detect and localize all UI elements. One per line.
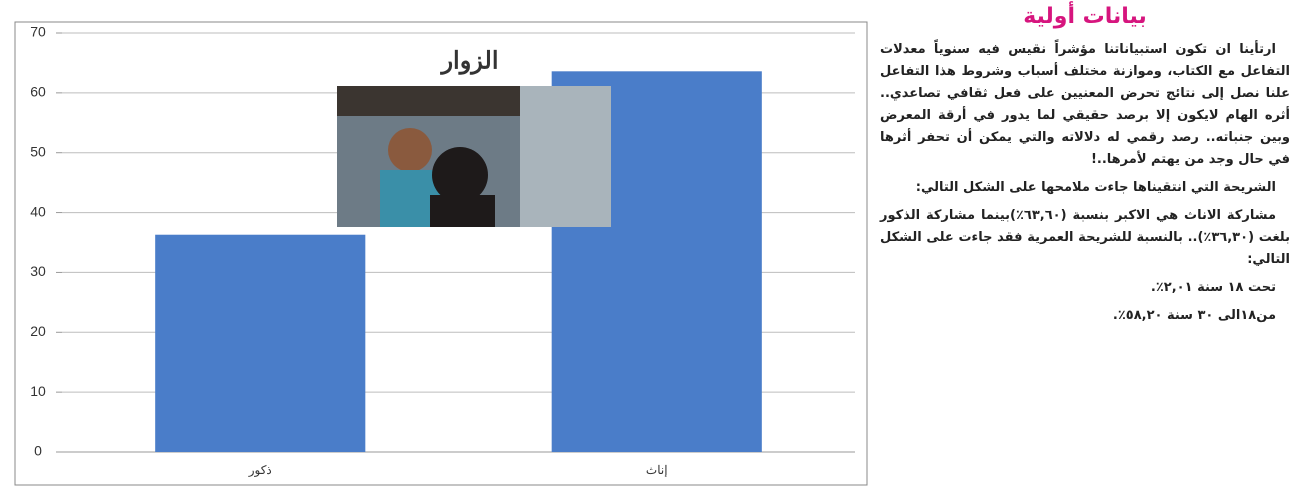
paragraph: الشريحة التي انتقيناها جاءت ملامحها على … [915,180,1276,195]
y-tick-label: 70 [30,24,46,40]
article: بيانات أولية ارتأينا ان تكون استبياناتنا… [880,4,1290,333]
chart-title: الزوار [439,47,498,75]
paragraph: ارتأينا ان تكون استبياناتنا مؤشراً نقيس … [880,42,1290,167]
paragraph: من١٨الى ٣٠ سنة ٥٨,٢٠٪. [1112,308,1276,323]
article-body: ارتأينا ان تكون استبياناتنا مؤشراً نقيس … [880,39,1290,327]
y-tick-label: 40 [30,203,46,219]
paragraph: تحت ١٨ سنة ٢,٠١٪. [1150,280,1276,295]
paragraph: مشاركة الاناث هي الاكبر بنسبة (٦٣,٦٠٪)بي… [880,208,1290,267]
chart: الزوار 0 10 20 30 40 50 60 70 ذكور إناث [14,21,868,486]
article-title: بيانات أولية [1023,4,1147,29]
x-tick-label: ذكور [248,463,272,477]
y-tick-label: 60 [30,84,46,100]
y-tick-label: 30 [30,263,46,279]
bar [155,234,366,452]
y-tick-label: 50 [30,143,46,159]
y-tick-label: 10 [30,383,46,399]
y-tick-label: 20 [30,323,46,339]
y-tick-label: 0 [34,443,42,459]
x-tick-label: إناث [646,463,668,478]
photo [337,86,611,227]
